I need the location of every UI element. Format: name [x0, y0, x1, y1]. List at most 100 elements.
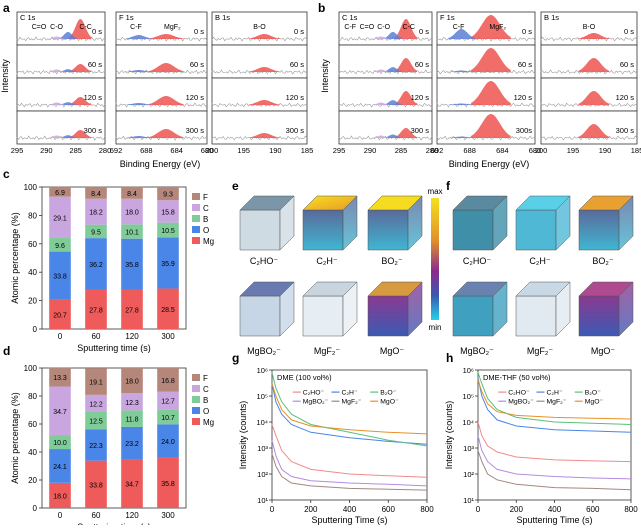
- xps-time-label: 120 s: [286, 93, 305, 102]
- y-tick-label: 20: [28, 297, 37, 306]
- xps-fitted-peak: [384, 134, 402, 138]
- bar-segment-C: [49, 386, 71, 436]
- y-axis-label: Intensity (counts): [444, 401, 454, 470]
- tof-cube-e-front: [302, 295, 344, 337]
- xps-fitted-peak: [471, 15, 511, 39]
- bar-data-label: 10.1: [125, 230, 139, 237]
- y-tick-label: 10⁶: [463, 366, 474, 375]
- panel-letter-c: c: [3, 167, 10, 181]
- xps-xlabel-a: Binding Energy (eV): [120, 159, 201, 169]
- tof-cube-f-top: [452, 195, 508, 211]
- x-tick-label: 0: [58, 511, 63, 520]
- series-line: [271, 372, 428, 447]
- xps-fitted-peak: [578, 124, 610, 138]
- tof-ion-label: MgF₂⁻: [527, 346, 553, 356]
- legend-label: MgO⁻: [585, 399, 604, 406]
- y-tick-label: 80: [28, 211, 37, 220]
- xps-fitted-peak: [448, 29, 475, 39]
- bar-data-label: 33.8: [89, 482, 103, 489]
- xps-fitted-peak: [69, 64, 92, 72]
- y-tick-label: 10¹: [257, 496, 268, 505]
- bar-data-label: 33.8: [53, 274, 67, 281]
- xps-fitted-peak: [125, 103, 152, 105]
- colorbar-max-label: max: [427, 187, 442, 196]
- chart-title: DME (100 vol%): [277, 373, 332, 382]
- stacked-bar-panels: 0 20 40 60 80 100 Atomic percentage (%) Sputter…: [10, 183, 214, 530]
- tof-cube-e-front: [302, 209, 344, 251]
- xps-element-label: F 1s: [119, 13, 134, 22]
- xps-fitted-peak: [69, 97, 92, 105]
- legend-label: B: [203, 396, 208, 405]
- tof-cube-e-top: [367, 195, 423, 211]
- y-axis-label: Intensity (counts): [238, 401, 248, 470]
- xps-element-label: B 1s: [544, 13, 559, 22]
- xps-tick-label: 688: [463, 146, 476, 155]
- y-axis-label: Atomic percentage (%): [10, 392, 20, 484]
- xps-peak-label: MgF₂: [489, 24, 506, 31]
- xps-frame: [115, 110, 208, 145]
- xps-ylabel-a: Intensity: [0, 59, 10, 93]
- xps-frame: [540, 11, 638, 46]
- legend-label: MgBO₂⁻: [508, 399, 534, 406]
- xps-fitted-peak: [248, 100, 280, 105]
- xps-fitted-peak: [394, 19, 417, 39]
- xps-peak-label: B-O: [253, 24, 266, 31]
- xps-time-label: 120 s: [84, 93, 103, 102]
- xps-fitted-peak: [384, 32, 402, 39]
- legend-label: F: [203, 193, 208, 202]
- bar-data-label: 19.1: [89, 380, 103, 387]
- bar-data-label: 35.8: [161, 481, 175, 488]
- bar-data-label: 20.7: [53, 312, 67, 319]
- xps-tick-label: 280: [426, 146, 439, 155]
- panel-letter-g: g: [232, 351, 239, 365]
- xps-time-label: 60 s: [415, 60, 429, 69]
- xps-time-label: 0 s: [522, 27, 532, 36]
- xps-time-label: 120 s: [514, 93, 533, 102]
- bar-data-label: 22.3: [89, 443, 103, 450]
- bar-data-label: 29.1: [53, 215, 67, 222]
- xps-spectrum: [211, 69, 308, 75]
- xps-time-label: 300 s: [616, 126, 635, 135]
- bar-data-label: 24.0: [161, 439, 175, 446]
- tof-ion-label: BO₂⁻: [381, 256, 402, 266]
- y-tick-label: 0: [33, 504, 38, 513]
- bar-segment-C: [121, 393, 143, 411]
- xps-spectrum: [540, 135, 638, 141]
- legend-swatch-Mg: [192, 237, 200, 244]
- legend-label: C₂H⁻: [342, 390, 358, 397]
- xps-fitted-peak: [373, 69, 389, 72]
- xps-tick-label: 195: [567, 146, 580, 155]
- series-line: [477, 377, 632, 433]
- legend-label: C₂H⁻: [547, 390, 563, 397]
- xps-tick-label: 285: [395, 146, 408, 155]
- xps-time-label: 120 s: [616, 93, 635, 102]
- xps-fitted-peak: [125, 70, 152, 72]
- y-tick-label: 20: [28, 476, 37, 485]
- series-line: [477, 435, 632, 480]
- bar-plot-frame-d: [41, 367, 187, 509]
- bar-data-label: 36.2: [89, 262, 103, 269]
- bar-segment-O: [49, 449, 71, 483]
- bar-data-label: 12.7: [161, 398, 175, 405]
- x-tick-label: 200: [304, 505, 318, 514]
- xps-time-label: 60 s: [620, 60, 634, 69]
- xps-time-label: 0 s: [624, 27, 634, 36]
- bar-data-label: 8.4: [127, 191, 137, 198]
- xps-element-label: C 1s: [20, 13, 36, 22]
- legend-label: B₂O⁻: [585, 390, 601, 397]
- xps-spectrum: [436, 69, 536, 75]
- xps-fitted-peak: [148, 34, 184, 39]
- bar-data-label: 15.8: [161, 209, 175, 216]
- bar-segment-C: [157, 391, 179, 410]
- legend-swatch-B: [192, 215, 200, 222]
- xps-peak-label: C-O: [377, 24, 390, 31]
- legend-swatch-O: [192, 226, 200, 233]
- tof-cube-e-front: [239, 295, 281, 337]
- bar-segment-F: [49, 186, 71, 197]
- xps-tick-label: 200: [206, 146, 219, 155]
- xps-spectrum: [540, 102, 638, 108]
- xps-tick-label: 195: [237, 146, 250, 155]
- x-tick-label: 600: [586, 505, 600, 514]
- x-tick-label: 600: [382, 505, 396, 514]
- xps-fitted-peak: [59, 135, 77, 138]
